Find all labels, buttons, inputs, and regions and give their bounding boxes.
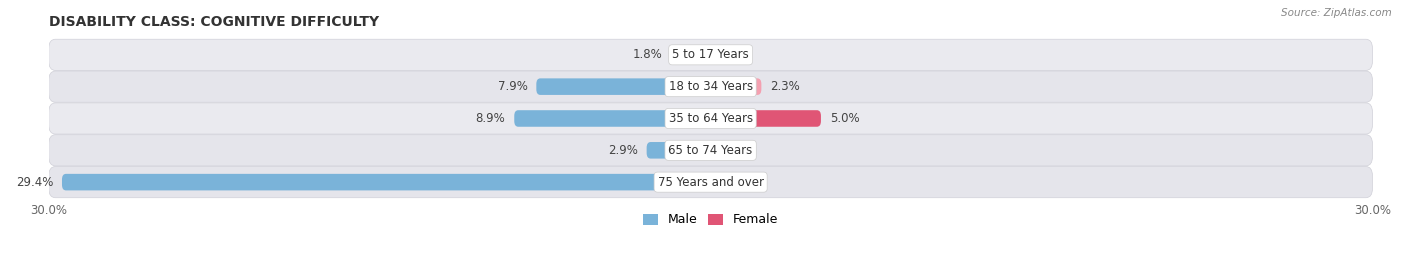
- Text: 5.0%: 5.0%: [830, 112, 859, 125]
- FancyBboxPatch shape: [671, 47, 710, 63]
- Text: 0.0%: 0.0%: [720, 48, 749, 61]
- Text: 1.8%: 1.8%: [633, 48, 662, 61]
- FancyBboxPatch shape: [49, 135, 1372, 166]
- FancyBboxPatch shape: [515, 110, 710, 127]
- Legend: Male, Female: Male, Female: [638, 208, 783, 231]
- Text: 0.0%: 0.0%: [720, 176, 749, 189]
- FancyBboxPatch shape: [710, 78, 762, 95]
- Text: 75 Years and over: 75 Years and over: [658, 176, 763, 189]
- FancyBboxPatch shape: [710, 110, 821, 127]
- Text: 7.9%: 7.9%: [498, 80, 527, 93]
- Text: 65 to 74 Years: 65 to 74 Years: [668, 144, 752, 157]
- Text: Source: ZipAtlas.com: Source: ZipAtlas.com: [1281, 8, 1392, 18]
- Text: 2.3%: 2.3%: [770, 80, 800, 93]
- Text: 2.9%: 2.9%: [607, 144, 638, 157]
- Text: 8.9%: 8.9%: [475, 112, 505, 125]
- Text: DISABILITY CLASS: COGNITIVE DIFFICULTY: DISABILITY CLASS: COGNITIVE DIFFICULTY: [49, 15, 378, 29]
- FancyBboxPatch shape: [536, 78, 710, 95]
- Text: 0.0%: 0.0%: [720, 144, 749, 157]
- FancyBboxPatch shape: [49, 167, 1372, 198]
- FancyBboxPatch shape: [49, 103, 1372, 134]
- FancyBboxPatch shape: [49, 39, 1372, 70]
- FancyBboxPatch shape: [62, 174, 710, 190]
- Text: 18 to 34 Years: 18 to 34 Years: [669, 80, 752, 93]
- FancyBboxPatch shape: [647, 142, 710, 159]
- Text: 5 to 17 Years: 5 to 17 Years: [672, 48, 749, 61]
- FancyBboxPatch shape: [49, 71, 1372, 102]
- Text: 35 to 64 Years: 35 to 64 Years: [669, 112, 752, 125]
- Text: 29.4%: 29.4%: [15, 176, 53, 189]
